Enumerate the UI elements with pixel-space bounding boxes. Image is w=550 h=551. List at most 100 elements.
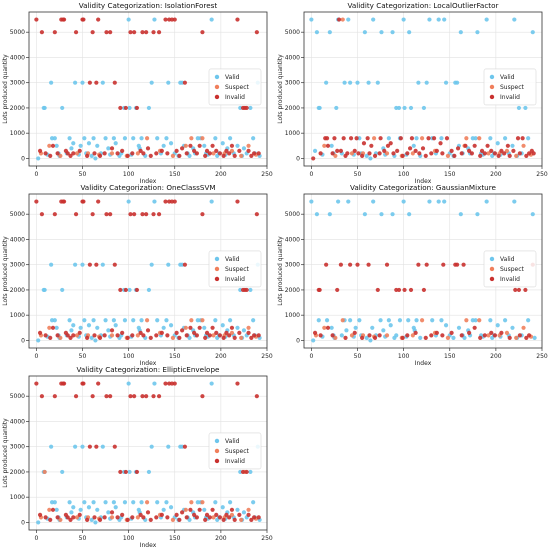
x-axis-label: Index (140, 178, 157, 185)
point-invalid (246, 330, 251, 335)
point-invalid (48, 335, 53, 340)
point-suspect (109, 151, 115, 156)
point-invalid (182, 80, 187, 85)
point-invalid (108, 212, 113, 217)
x-tick-label: 0 (34, 353, 38, 360)
point-suspect (74, 333, 80, 338)
point-invalid (48, 153, 53, 158)
point-valid (473, 136, 478, 141)
x-axis-label: Index (415, 178, 432, 185)
point-invalid (441, 262, 446, 267)
legend-label-valid: Valid (225, 74, 240, 81)
legend-label-invalid: Invalid (225, 94, 245, 101)
point-valid (164, 318, 169, 323)
point-invalid (251, 515, 257, 520)
point-invalid (485, 143, 490, 148)
point-invalid (478, 153, 483, 158)
legend-label-valid: Valid (500, 256, 515, 263)
point-invalid (130, 151, 135, 156)
point-invalid (188, 325, 193, 330)
point-suspect (333, 153, 338, 158)
point-valid (327, 30, 332, 35)
point-invalid (459, 333, 464, 338)
x-tick-label: 50 (354, 353, 362, 360)
point-valid (161, 143, 166, 148)
point-valid (251, 318, 256, 323)
point-invalid (523, 287, 528, 293)
point-valid (103, 500, 108, 505)
point-invalid (197, 325, 202, 330)
point-invalid (360, 153, 365, 158)
point-invalid (141, 333, 146, 338)
point-invalid (71, 515, 76, 520)
point-invalid (311, 156, 316, 161)
point-invalid (438, 141, 443, 146)
point-valid (368, 156, 373, 161)
point-suspect (246, 143, 251, 148)
point-suspect (419, 136, 425, 141)
point-invalid (341, 136, 346, 141)
point-valid (512, 17, 517, 22)
x-tick-label: 50 (79, 353, 87, 360)
legend-marker-invalid (489, 276, 495, 282)
point-valid (424, 80, 429, 85)
plot-frame (28, 375, 268, 531)
point-invalid (159, 512, 164, 517)
point-invalid (237, 330, 242, 335)
point-valid (388, 323, 393, 328)
point-valid (202, 325, 207, 330)
point-valid (394, 333, 399, 338)
point-invalid (120, 330, 125, 335)
point-valid (161, 507, 166, 512)
point-invalid (182, 262, 187, 267)
point-invalid (352, 330, 357, 335)
point-invalid (184, 151, 189, 156)
legend: Valid Suspect Invalid (483, 68, 537, 106)
point-valid (80, 262, 85, 267)
point-invalid (52, 212, 57, 217)
point-valid (370, 325, 375, 330)
point-suspect (211, 515, 216, 520)
point-valid (532, 335, 537, 340)
point-invalid (400, 335, 405, 340)
point-suspect (239, 517, 244, 523)
point-invalid (174, 330, 179, 335)
y-tick-label: 4000 (285, 54, 300, 61)
point-invalid (356, 151, 361, 156)
point-valid (168, 323, 174, 328)
point-invalid (141, 151, 146, 156)
point-suspect (229, 330, 235, 335)
point-valid (309, 199, 314, 204)
point-valid (309, 17, 314, 22)
point-invalid (154, 333, 159, 338)
point-invalid (154, 515, 159, 520)
point-invalid (499, 330, 504, 335)
point-valid (407, 30, 412, 35)
point-valid (220, 323, 225, 328)
point-invalid (180, 146, 185, 151)
point-invalid (312, 330, 318, 335)
x-tick-label: 200 (215, 535, 227, 542)
legend-label-suspect: Suspect (500, 84, 525, 91)
point-invalid (455, 262, 460, 267)
x-tick-label: 250 (536, 353, 548, 360)
point-invalid (61, 199, 67, 204)
point-valid (344, 328, 349, 333)
point-suspect (47, 325, 52, 330)
point-invalid (254, 212, 259, 217)
point-valid (127, 287, 132, 293)
point-valid (52, 500, 57, 505)
point-invalid (97, 335, 103, 340)
chart-title: Validity Categorization: GaussianMixture (350, 183, 496, 192)
point-suspect (477, 136, 482, 141)
point-invalid (144, 394, 149, 399)
point-invalid (109, 328, 115, 333)
point-invalid (132, 394, 137, 399)
point-invalid (108, 30, 113, 35)
point-suspect (486, 151, 491, 156)
point-invalid (210, 143, 215, 148)
point-invalid (459, 151, 464, 156)
point-valid (164, 500, 169, 505)
point-invalid (217, 151, 223, 156)
point-invalid (34, 17, 39, 22)
